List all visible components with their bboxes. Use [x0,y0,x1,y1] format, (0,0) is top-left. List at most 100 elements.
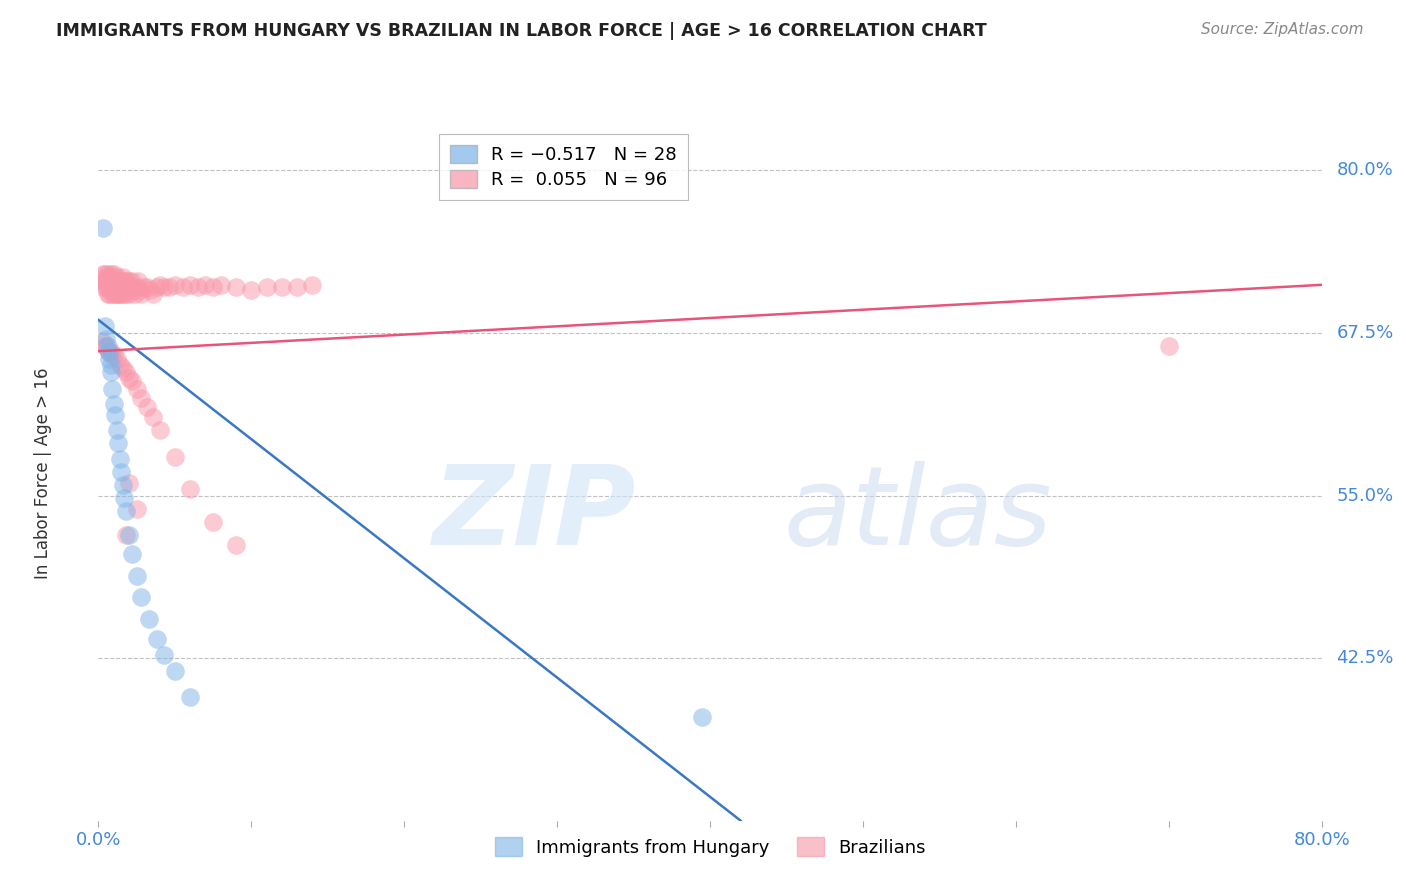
Point [97,339,120,353]
Point [118,527,141,541]
Point [97,287,120,301]
Point [91,334,114,349]
Point [112,491,135,505]
Point [103,397,125,411]
Point [97,343,120,357]
Text: 80.0%: 80.0% [1336,161,1393,179]
Point [98,270,121,285]
Legend: Immigrants from Hungary, Brazilians: Immigrants from Hungary, Brazilians [488,830,932,863]
Point [103,274,125,288]
Point [98,277,121,292]
Text: ZIP: ZIP [433,461,637,568]
Point [121,274,143,288]
Point [117,280,139,294]
Point [118,274,141,288]
Point [125,569,148,583]
Point [97,268,120,282]
Point [118,287,141,301]
Point [94,339,117,353]
Point [112,287,135,301]
Point [187,280,209,294]
Point [101,348,124,362]
Point [104,274,127,288]
Point [179,277,201,292]
Point [112,274,135,288]
Point [104,287,127,301]
Point [101,287,124,301]
Point [136,400,159,414]
Point [240,283,263,297]
Point [107,436,129,450]
Point [142,287,165,301]
Point [104,408,127,422]
Point [93,339,115,353]
Text: 67.5%: 67.5% [1336,324,1393,342]
Point [98,345,121,359]
Point [138,612,160,626]
Point [103,287,125,301]
Point [101,274,124,288]
Point [194,277,217,292]
Point [97,274,120,288]
Point [1157,339,1180,353]
Point [134,280,156,294]
Point [172,280,194,294]
Point [100,365,122,379]
Point [225,280,247,294]
Point [256,280,278,294]
Point [209,277,232,292]
Point [129,590,152,604]
Point [692,709,714,723]
Point [105,287,128,301]
Point [107,287,129,301]
Point [103,348,125,362]
Point [105,424,128,438]
Point [100,274,122,288]
Point [202,280,225,294]
Point [129,391,152,405]
Point [145,632,167,646]
Point [127,274,149,288]
Point [121,547,143,561]
Point [145,280,167,294]
Point [111,478,134,492]
Point [105,270,128,285]
Point [125,280,148,294]
Text: 55.0%: 55.0% [1336,486,1393,505]
Point [149,424,172,438]
Point [129,287,152,301]
Point [142,410,165,425]
Point [157,280,180,294]
Point [93,268,115,282]
Point [103,268,125,282]
Point [105,351,128,366]
Point [94,280,117,294]
Point [124,287,146,301]
Point [108,359,131,373]
Point [115,527,138,541]
Point [101,382,124,396]
Point [128,283,150,297]
Point [94,277,117,292]
Point [149,277,172,292]
Point [225,538,247,552]
Point [100,268,122,282]
Point [93,319,115,334]
Point [110,465,132,479]
Point [115,504,138,518]
Point [100,283,122,297]
Point [111,283,134,297]
Point [107,274,129,288]
Text: atlas: atlas [783,461,1052,568]
Point [100,345,122,359]
Point [91,280,114,294]
Point [91,274,114,288]
Point [91,220,114,235]
Point [139,283,162,297]
Point [120,280,142,294]
Point [115,287,138,301]
Point [153,280,176,294]
Point [91,268,114,282]
Point [115,274,138,288]
Text: Source: ZipAtlas.com: Source: ZipAtlas.com [1201,22,1364,37]
